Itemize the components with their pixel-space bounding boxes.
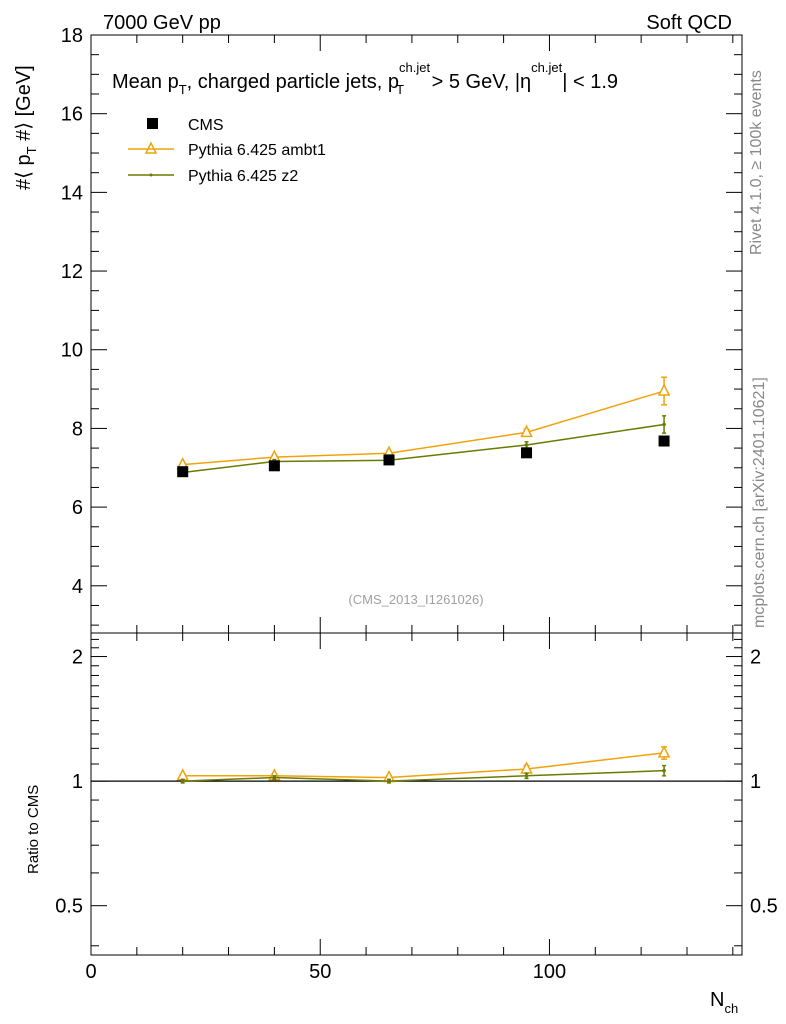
legend-ambt1-label: Pythia 6.425 ambt1 bbox=[188, 142, 326, 159]
y-tick-label: 10 bbox=[61, 340, 83, 362]
ratio-z2-point bbox=[524, 774, 529, 778]
main-ambt1-line bbox=[182, 390, 665, 466]
ratio-z2-point bbox=[387, 779, 391, 783]
data-marks bbox=[176, 376, 671, 784]
ratio-ambt1-point bbox=[176, 768, 189, 781]
ratio-tick-label: 1 bbox=[750, 771, 761, 793]
ratio-ambt1-point bbox=[657, 745, 671, 758]
y-tick-label: 12 bbox=[61, 261, 83, 283]
ratio-tick-label: 0.5 bbox=[55, 896, 83, 918]
x-axis-label: Nch bbox=[710, 989, 738, 1016]
legend-z2-marker bbox=[149, 173, 153, 177]
y-tick-label: 18 bbox=[61, 25, 83, 47]
analysis-id-label: (CMS_2013_I1261026) bbox=[348, 592, 483, 607]
mcplots-label: mcplots.cern.ch [arXiv:2401.10621] bbox=[751, 377, 768, 628]
ratio-plot-frame bbox=[90, 632, 743, 956]
ratio-tick-label: 0.5 bbox=[750, 896, 778, 918]
y-tick-label: 14 bbox=[61, 182, 83, 204]
main-cms-point bbox=[268, 460, 280, 472]
legend-ambt1-marker bbox=[144, 141, 158, 154]
ratio-z2-point bbox=[180, 779, 185, 783]
header-energy: 7000 GeV pp bbox=[103, 12, 221, 34]
main-cms-point bbox=[383, 454, 395, 466]
y-tick-label: 6 bbox=[72, 497, 83, 519]
main-cms-point bbox=[521, 447, 533, 459]
ratio-tick-label: 1 bbox=[72, 771, 83, 793]
main-cms-point bbox=[177, 466, 189, 478]
main-cms-point bbox=[658, 435, 670, 447]
main-ambt1-point bbox=[657, 383, 671, 396]
ratio-y-axis-label: Ratio to CMS bbox=[25, 785, 42, 874]
y-tick-label: 16 bbox=[61, 104, 83, 126]
y-axis-label: #⟨ pT #⟩ [GeV] bbox=[13, 65, 39, 190]
ratio-z2-point bbox=[272, 775, 277, 780]
main-z2-point bbox=[524, 443, 529, 447]
y-tick-label: 4 bbox=[72, 576, 83, 598]
y-tick-label: 8 bbox=[72, 418, 83, 440]
legend-cms-label: CMS bbox=[188, 117, 224, 134]
x-tick-label: 50 bbox=[309, 961, 331, 983]
main-z2-point bbox=[662, 422, 666, 427]
legend: CMS Pythia 6.425 ambt1 Pythia 6.425 z2 bbox=[128, 117, 326, 185]
ratio-z2-point bbox=[662, 768, 666, 773]
plot-title: Mean pT, charged particle jets, pch.jet T… bbox=[112, 60, 618, 97]
header-category: Soft QCD bbox=[646, 12, 732, 34]
x-tick-label: 100 bbox=[533, 961, 566, 983]
ratio-tick-label: 2 bbox=[72, 647, 83, 669]
main-ambt1-point bbox=[520, 424, 533, 438]
rivet-version-label: Rivet 4.1.0, ≥ 100k events bbox=[748, 70, 765, 255]
ratio-tick-label: 2 bbox=[750, 647, 761, 669]
x-tick-label: 0 bbox=[85, 961, 96, 983]
legend-cms-marker bbox=[147, 118, 158, 129]
legend-z2-label: Pythia 6.425 z2 bbox=[188, 168, 298, 185]
